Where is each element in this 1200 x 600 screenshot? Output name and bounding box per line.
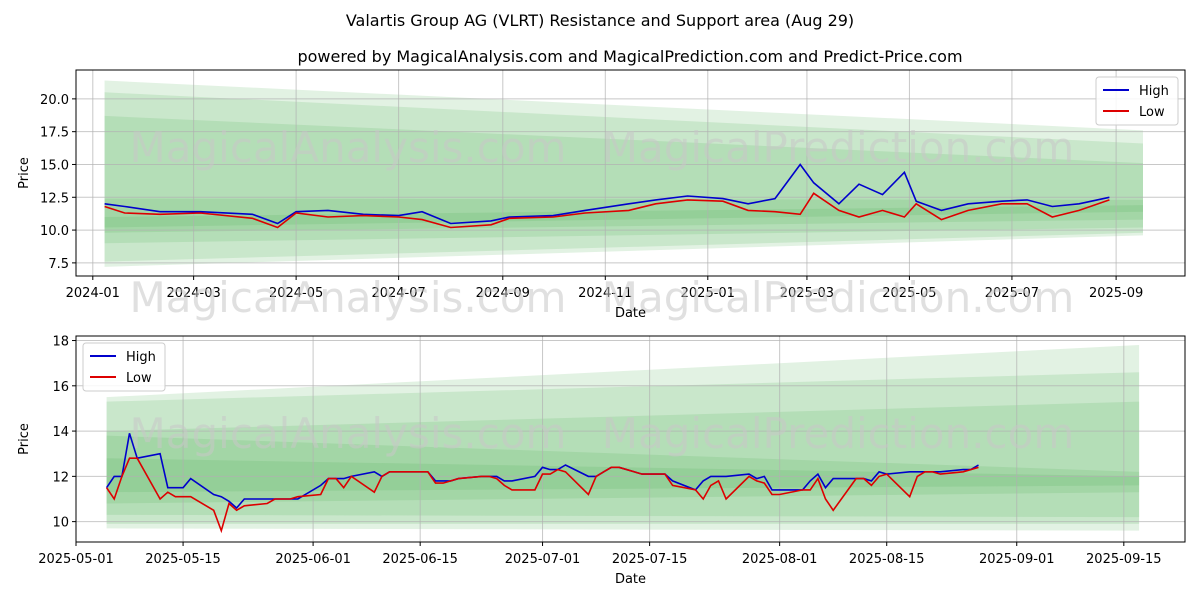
x-tick-label: 2025-06-01 (275, 552, 351, 567)
y-tick-label: 20.0 (40, 93, 69, 108)
band-0 (106, 345, 1140, 531)
watermark-right: MagicalPrediction.com (602, 123, 1075, 172)
chart-subtitle: powered by MagicalAnalysis.com and Magic… (297, 47, 962, 66)
y-tick-label: 18 (52, 335, 69, 350)
series-low-line (105, 457, 979, 534)
x-tick-label: 2025-09-01 (979, 552, 1055, 567)
top-panel: 2024-01 2024-03 2024-05 2024-07 2024-09 2024-… (17, 69, 1186, 322)
y-axis-label: Price (17, 157, 32, 189)
legend-label-high: High (1139, 84, 1169, 99)
plot-frame (75, 69, 1186, 277)
x-tick-label: 2024-07 (371, 286, 425, 301)
x-tick-label: 2025-01 (681, 286, 735, 301)
x-axis-label: Date (615, 572, 646, 587)
legend-label-low: Low (1139, 105, 1165, 120)
legend-label-low: Low (126, 371, 152, 386)
x-tick-label: 2025-05 (882, 286, 936, 301)
series-low-line (104, 192, 1110, 229)
y-tick-label: 17.5 (40, 126, 69, 141)
band-3 (104, 198, 1143, 233)
plot-frame (75, 335, 1186, 543)
watermark-right: MagicalPrediction.com (602, 273, 1075, 322)
x-tick-label: 2025-05-15 (145, 552, 221, 567)
watermark-left: MagicalAnalysis.com (130, 273, 567, 322)
y-tick-label: 12 (52, 470, 69, 485)
x-tick-label: 2024-05 (269, 286, 323, 301)
band-4 (106, 458, 1140, 493)
x-tick-label: 2025-09 (1089, 286, 1143, 301)
y-tick-label: 10.0 (40, 224, 69, 239)
y-tick-label: 14 (52, 425, 69, 440)
x-tick-label: 2025-09-15 (1086, 552, 1162, 567)
x-tick-label: 2025-03 (780, 286, 834, 301)
y-axis-label: Price (17, 423, 32, 455)
band-1 (104, 92, 1143, 262)
bottom-panel: 2025-05-01 2025-05-15 2025-06-01 2025-06-15… (17, 335, 1186, 587)
x-tick-label: 2024-03 (166, 286, 220, 301)
watermark-left: MagicalAnalysis.com (130, 123, 567, 172)
x-tick-label: 2024-11 (578, 286, 632, 301)
watermark-left: MagicalAnalysis.com (130, 409, 567, 458)
x-tick-label: 2025-07-15 (612, 552, 688, 567)
band-0 (104, 80, 1143, 267)
x-tick-label: 2024-01 (66, 286, 120, 301)
y-tick-label: 10 (52, 516, 69, 531)
x-tick-label: 2025-07-01 (505, 552, 581, 567)
legend-label-high: High (126, 350, 156, 365)
x-tick-label: 2025-06-15 (382, 552, 458, 567)
y-tick-label: 7.5 (48, 257, 69, 272)
series-high-line (105, 433, 979, 510)
chart-title: Valartis Group AG (VLRT) Resistance and … (346, 11, 854, 30)
y-tick-label: 16 (52, 380, 69, 395)
x-axis-label: Date (615, 306, 646, 321)
x-tick-label: 2025-07 (985, 286, 1039, 301)
y-tick-label: 12.5 (40, 191, 69, 206)
watermark-right: MagicalPrediction.com (602, 409, 1075, 458)
x-tick-label: 2025-08-15 (849, 552, 925, 567)
y-tick-label: 15.0 (40, 158, 69, 173)
band-2 (106, 401, 1140, 518)
x-tick-label: 2025-05-01 (38, 552, 114, 567)
series-high-line (104, 163, 1110, 225)
x-tick-label: 2025-08-01 (742, 552, 818, 567)
x-tick-label: 2024-09 (476, 286, 530, 301)
